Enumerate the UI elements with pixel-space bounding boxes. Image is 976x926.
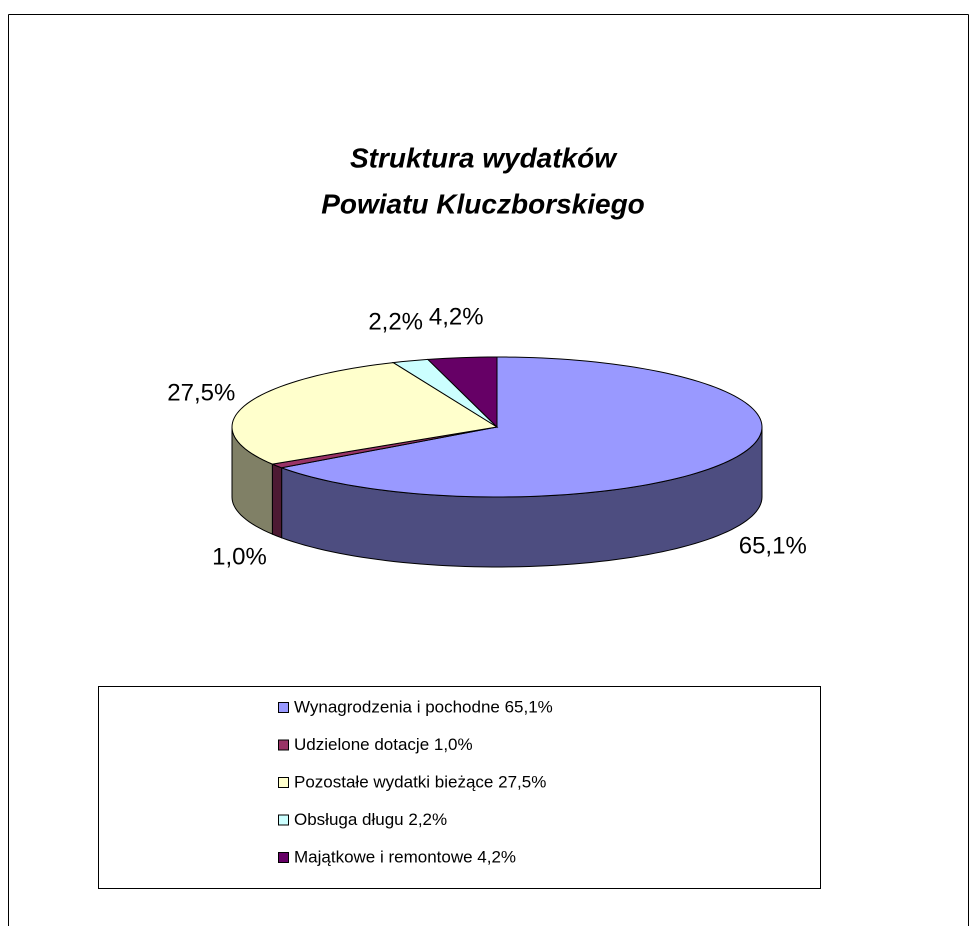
pie-slice [279,356,763,498]
legend-label: Wynagrodzenia i pochodne 65,1% [294,697,553,716]
value-label: 27,5% [167,379,235,406]
legend-label: Majątkowe i remontowe 4,2% [294,847,516,866]
chart-title: Struktura wydatków [350,142,618,173]
pie-wall [271,463,283,539]
legend-label: Obsługa długu 2,2% [294,810,447,829]
legend-box [98,686,821,889]
frame [8,14,969,926]
legend-swatch [278,777,289,788]
legend-swatch [278,702,289,713]
pie-slice [231,362,499,465]
pie-tops [231,356,763,498]
legend-swatch [278,814,289,826]
legend-label: Pozostałe wydatki bieżące 27,5% [294,772,546,791]
value-label: 4,2% [429,303,484,330]
legend-swatch [278,739,289,751]
legend-label: Udzielone dotacje 1,0% [294,735,473,754]
value-label: 2,2% [368,308,423,335]
pie-slice [426,356,498,429]
chart-title: Powiatu Kluczborskiego [321,188,645,219]
value-label: 65,1% [739,533,807,560]
legend-swatch [278,852,289,863]
value-label: 1,0% [212,544,267,571]
